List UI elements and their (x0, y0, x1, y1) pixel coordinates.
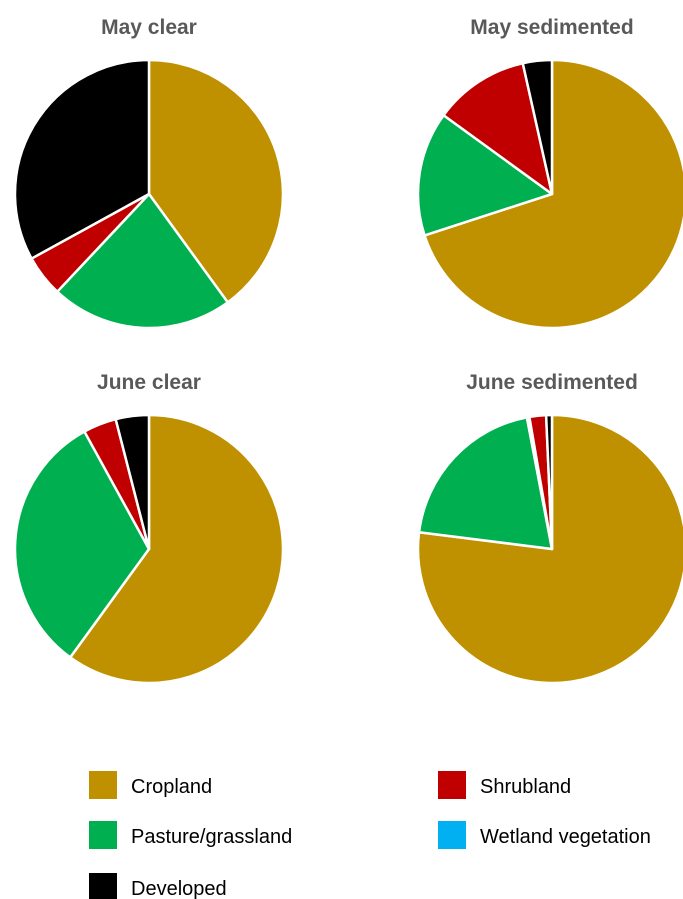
pie-june-sedimented: June sedimented (416, 371, 683, 685)
legend-label: Wetland vegetation (480, 826, 651, 848)
legend-item-shrubland: Shrubland (438, 771, 571, 799)
pie-slice-developed (544, 413, 554, 551)
legend-label: Pasture/grassland (131, 826, 292, 848)
legend-item-developed: Developed (89, 873, 227, 899)
pie-title: June clear (97, 371, 201, 394)
legend-swatch (438, 771, 466, 799)
legend-swatch (89, 771, 117, 799)
legend-item-wetland-vegetation: Wetland vegetation (438, 821, 651, 849)
pie-slice-developed (13, 58, 151, 260)
legend: Cropland Shrubland Pasture/grassland Wetlan… (89, 771, 651, 899)
pie-slice-pasture-grassland (416, 113, 554, 237)
pie-june-clear: June clear (13, 371, 285, 685)
pies: May clear May sedimented June clear June se… (13, 16, 683, 685)
pie-slice-cropland (423, 58, 683, 330)
pie-title: June sedimented (466, 371, 638, 394)
legend-swatch (438, 821, 466, 849)
legend-item-pasture-grassland: Pasture/grassland (89, 821, 292, 849)
legend-swatch (89, 873, 117, 899)
pie-slice-pasture-grassland (13, 430, 151, 659)
legend-label: Shrubland (480, 776, 571, 798)
pie-slice-developed (521, 58, 554, 196)
pie-slice-shrubland (442, 61, 554, 196)
pie-may-sedimented: May sedimented (416, 16, 683, 330)
pie-slice-cropland (68, 413, 285, 685)
legend-swatch (89, 821, 117, 849)
legend-label: Developed (131, 878, 227, 899)
pie-slice-pasture-grassland (417, 416, 554, 551)
pie-title: May sedimented (470, 16, 633, 39)
pie-may-clear: May clear (13, 16, 285, 330)
legend-label: Cropland (131, 776, 212, 798)
pie-slice-developed (114, 413, 151, 551)
pie-slice-pasture-grassland (56, 192, 230, 330)
legend-item-cropland: Cropland (89, 771, 212, 799)
pie-title: May clear (101, 16, 197, 39)
pie-slice-cropland (147, 58, 285, 304)
